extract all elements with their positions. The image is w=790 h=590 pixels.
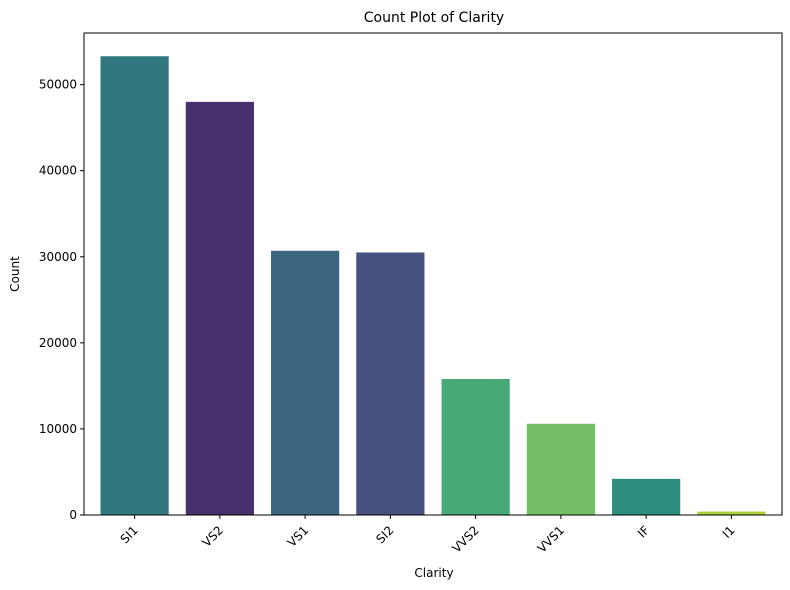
x-tick-label: VVS1	[535, 523, 567, 555]
bar-vs1	[271, 250, 340, 515]
y-tick-label: 10000	[39, 422, 77, 436]
x-axis-ticks: SI1 VS2 VS1 SI2 VVS2 VVS1 IF I1	[118, 515, 738, 556]
x-tick-label: VS2	[200, 523, 226, 549]
y-tick-label: 50000	[39, 78, 77, 92]
y-axis-ticks: 0 10000 20000 30000 40000 50000	[39, 78, 84, 522]
y-tick-label: 40000	[39, 164, 77, 178]
bar-i1	[697, 511, 766, 515]
y-tick-label: 0	[69, 508, 77, 522]
plot-frame	[83, 32, 783, 516]
y-axis-label: Count	[8, 256, 22, 292]
bar-vvs1	[526, 423, 595, 515]
x-tick-label: VVS2	[449, 523, 481, 555]
x-tick-label: VS1	[285, 523, 311, 549]
x-tick-label: SI1	[118, 523, 141, 546]
bar-si2	[356, 252, 425, 515]
bars-group	[100, 56, 766, 515]
y-tick-label: 20000	[39, 336, 77, 350]
x-axis-label: Clarity	[414, 566, 453, 580]
x-tick-label: IF	[635, 523, 652, 540]
bar-si1	[100, 56, 169, 515]
bar-vvs2	[441, 379, 510, 515]
bar-if	[612, 478, 681, 515]
x-tick-label: I1	[720, 523, 738, 541]
y-tick-label: 30000	[39, 250, 77, 264]
bar-vs2	[185, 101, 254, 515]
chart-title: Count Plot of Clarity	[364, 10, 504, 26]
x-tick-label: SI2	[373, 523, 396, 546]
